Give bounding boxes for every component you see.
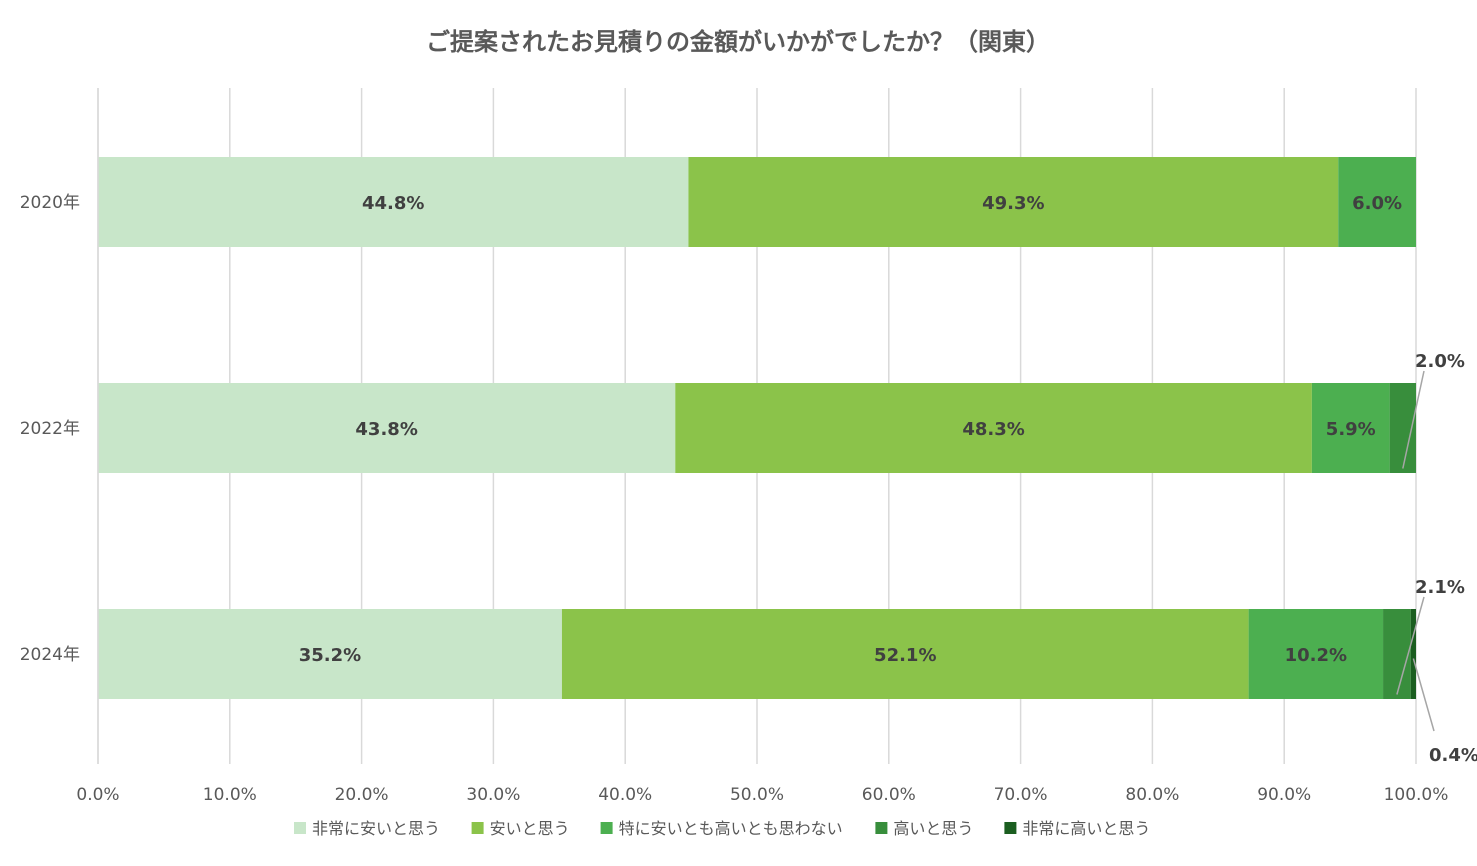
data-label: 35.2% <box>299 645 361 666</box>
bar-segment <box>675 383 1312 473</box>
leader-line <box>1402 370 1425 469</box>
legend: 非常に安いと思う 安いと思う 特に安いとも高いとも思わない 高いと思う 非常に高いと思う <box>294 819 1150 838</box>
bar-segment <box>1383 609 1411 699</box>
legend-swatch <box>1004 822 1017 834</box>
bar-segment <box>1338 157 1416 247</box>
data-label: 44.8% <box>362 193 424 214</box>
legend-label: 高いと思う <box>893 819 973 838</box>
data-label: 6.0% <box>1352 193 1402 214</box>
x-tick-label: 100.0% <box>1384 785 1449 805</box>
bar-segment <box>1311 383 1390 473</box>
data-label: 43.8% <box>355 419 417 440</box>
bar-segment <box>688 157 1339 247</box>
bar-segment <box>98 157 689 247</box>
data-label: 2.1% <box>1415 577 1465 598</box>
x-tick-label: 90.0% <box>1257 785 1311 805</box>
leader-line <box>1396 596 1425 695</box>
x-tick-label: 70.0% <box>994 785 1048 805</box>
data-label: 49.3% <box>982 193 1044 214</box>
legend-label: 非常に安いと思う <box>312 819 440 838</box>
x-tick-label: 20.0% <box>335 785 389 805</box>
bar-segment <box>98 383 676 473</box>
category-label: 2020年 <box>20 193 80 213</box>
category-label: 2024年 <box>20 645 80 665</box>
x-tick-label: 60.0% <box>862 785 916 805</box>
data-label: 0.4% <box>1429 745 1477 766</box>
x-tick-label: 50.0% <box>730 785 784 805</box>
legend-swatch <box>471 822 484 834</box>
chart-title: ご提案されたお見積りの金額がいかがでしたか？（関東） <box>426 28 1050 56</box>
x-tick-label: 0.0% <box>76 785 119 805</box>
leader-line <box>1412 658 1435 732</box>
x-tick-label: 30.0% <box>466 785 520 805</box>
legend-label: 特に安いとも高いとも思わない <box>619 819 843 838</box>
bar-segment <box>1248 609 1384 699</box>
legend-swatch <box>875 822 888 834</box>
legend-swatch <box>294 822 306 834</box>
x-tick-label: 10.0% <box>203 785 257 805</box>
y-axis: 2020年 2022年 2024年 <box>20 88 99 764</box>
data-label: 52.1% <box>874 645 936 666</box>
legend-label: 非常に高いと思う <box>1022 819 1150 838</box>
data-labels: 44.8% 49.3% 6.0% 43.8% 48.3% 5.9% 2.0% 35.2% 52.… <box>299 193 1477 766</box>
x-tick-label: 40.0% <box>598 785 652 805</box>
leader-lines <box>1396 370 1435 732</box>
bar-segments <box>98 157 1416 699</box>
legend-label: 安いと思う <box>490 819 570 838</box>
data-label: 2.0% <box>1415 351 1465 372</box>
bar-segment <box>1410 609 1416 699</box>
x-axis: 0.0% 10.0% 20.0% 30.0% 40.0% 50.0% 60.0% 70.0% 8… <box>76 785 1448 805</box>
data-label: 10.2% <box>1285 645 1347 666</box>
category-label: 2022年 <box>20 419 80 439</box>
legend-swatch <box>600 822 613 834</box>
data-label: 5.9% <box>1326 419 1376 440</box>
bar-segment <box>561 609 1249 699</box>
x-tick-label: 80.0% <box>1125 785 1179 805</box>
bar-segment <box>98 609 562 699</box>
data-label: 48.3% <box>962 419 1024 440</box>
